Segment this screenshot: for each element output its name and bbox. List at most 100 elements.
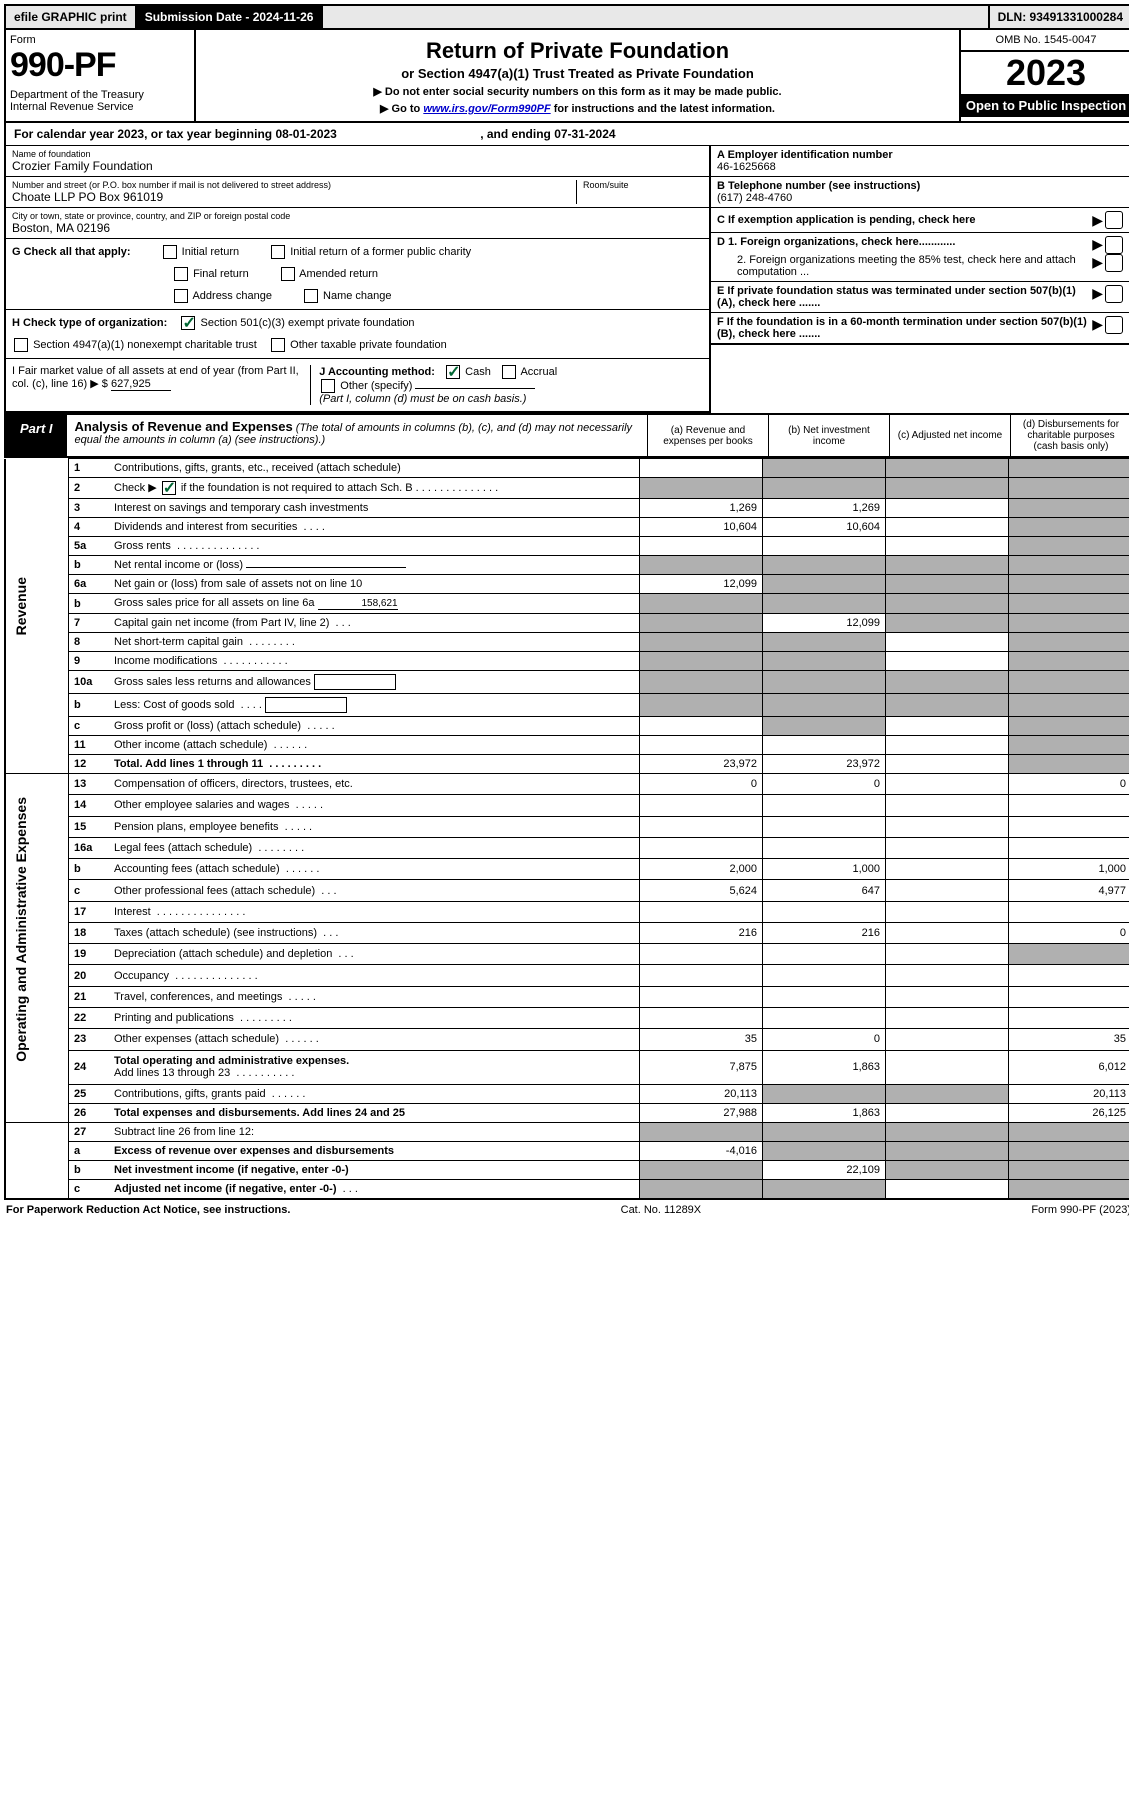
row-27: 27 Subtract line 26 from line 12: [5, 1123, 1129, 1142]
phone-value: (617) 248-4760 [717, 192, 792, 204]
ein-value: 46-1625668 [717, 161, 776, 173]
dept-label: Department of the Treasury Internal Reve… [10, 89, 190, 113]
row-6a: 6a Net gain or (loss) from sale of asset… [5, 575, 1129, 594]
submission-date: Submission Date - 2024-11-26 [137, 6, 324, 28]
form-title: Return of Private Foundation [202, 38, 953, 64]
row-18: 18 Taxes (attach schedule) (see instruct… [5, 922, 1129, 943]
checkbox-amended[interactable] [281, 267, 295, 281]
col-a-head: (a) Revenue and expenses per books [647, 415, 768, 456]
row-1: Revenue 1 Contributions, gifts, grants, … [5, 459, 1129, 478]
row-13: Operating and Administrative Expenses 13… [5, 774, 1129, 795]
row-23: 23 Other expenses (attach schedule) . . … [5, 1029, 1129, 1050]
row-9: 9 Income modifications . . . . . . . . .… [5, 652, 1129, 671]
checkbox-cash[interactable] [446, 365, 460, 379]
header-center: Return of Private Foundation or Section … [196, 30, 961, 121]
city-cell: City or town, state or province, country… [6, 208, 709, 239]
checkbox-e[interactable] [1105, 285, 1123, 303]
section-c: C If exemption application is pending, c… [711, 208, 1129, 233]
footer-left: For Paperwork Reduction Act Notice, see … [6, 1204, 290, 1216]
section-i-j: I Fair market value of all assets at end… [6, 359, 709, 413]
row-26: 26 Total expenses and disbursements. Add… [5, 1104, 1129, 1123]
header-left: Form 990-PF Department of the Treasury I… [6, 30, 196, 121]
row-22: 22 Printing and publications . . . . . .… [5, 1008, 1129, 1029]
analysis-table: Revenue 1 Contributions, gifts, grants, … [4, 458, 1129, 1200]
row-2: 2 Check ▶ if the foundation is not requi… [5, 478, 1129, 499]
row-15: 15 Pension plans, employee benefits . . … [5, 816, 1129, 837]
checkbox-c[interactable] [1105, 211, 1123, 229]
row-27b: b Net investment income (if negative, en… [5, 1161, 1129, 1180]
row-11: 11 Other income (attach schedule) . . . … [5, 736, 1129, 755]
foundation-name-cell: Name of foundation Crozier Family Founda… [6, 146, 709, 177]
header-right: OMB No. 1545-0047 2023 Open to Public In… [961, 30, 1129, 121]
ein-cell: A Employer identification number 46-1625… [711, 146, 1129, 177]
checkbox-name-change[interactable] [304, 289, 318, 303]
row-7: 7 Capital gain net income (from Part IV,… [5, 614, 1129, 633]
row-19: 19 Depreciation (attach schedule) and de… [5, 944, 1129, 965]
footer-right: Form 990-PF (2023) [1031, 1204, 1129, 1216]
col-b-head: (b) Net investment income [768, 415, 889, 456]
row-8: 8 Net short-term capital gain . . . . . … [5, 633, 1129, 652]
year-begin: 08-01-2023 [275, 127, 336, 141]
section-f: F If the foundation is in a 60-month ter… [711, 313, 1129, 345]
footer: For Paperwork Reduction Act Notice, see … [4, 1200, 1129, 1220]
part1-header: Part I Analysis of Revenue and Expenses … [4, 413, 1129, 458]
row-25: 25 Contributions, gifts, grants paid . .… [5, 1085, 1129, 1104]
row-4: 4 Dividends and interest from securities… [5, 518, 1129, 537]
checkbox-d1[interactable] [1105, 236, 1123, 254]
top-bar: efile GRAPHIC print Submission Date - 20… [4, 4, 1129, 30]
checkbox-d2[interactable] [1105, 254, 1123, 272]
revenue-side-label: Revenue [11, 557, 31, 655]
irs-link[interactable]: www.irs.gov/Form990PF [423, 103, 550, 115]
omb-number: OMB No. 1545-0047 [961, 30, 1129, 52]
checkbox-other-method[interactable] [321, 379, 335, 393]
foundation-name: Crozier Family Foundation [12, 159, 703, 173]
checkbox-501c3[interactable] [181, 316, 195, 330]
checkbox-initial-former[interactable] [271, 245, 285, 259]
section-g: G Check all that apply: Initial return I… [6, 239, 709, 310]
row-5a: 5a Gross rents . . . . . . . . . . . . .… [5, 537, 1129, 556]
phone-cell: B Telephone number (see instructions) (6… [711, 177, 1129, 208]
checkbox-other-taxable[interactable] [271, 338, 285, 352]
row-10c: c Gross profit or (loss) (attach schedul… [5, 717, 1129, 736]
city-value: Boston, MA 02196 [12, 221, 703, 235]
row-24: 24 Total operating and administrative ex… [5, 1050, 1129, 1085]
info-grid: Name of foundation Crozier Family Founda… [4, 146, 1129, 413]
row-5b: b Net rental income or (loss) [5, 556, 1129, 575]
checkbox-initial[interactable] [163, 245, 177, 259]
col-c-head: (c) Adjusted net income [889, 415, 1010, 456]
row-12: 12 Total. Add lines 1 through 11 . . . .… [5, 755, 1129, 774]
calendar-row: For calendar year 2023, or tax year begi… [4, 123, 1129, 146]
row-16b: b Accounting fees (attach schedule) . . … [5, 859, 1129, 880]
checkbox-accrual[interactable] [502, 365, 516, 379]
row-10b: b Less: Cost of goods sold . . . . [5, 694, 1129, 717]
efile-label: efile GRAPHIC print [6, 6, 137, 28]
col-d-head: (d) Disbursements for charitable purpose… [1010, 415, 1129, 456]
row-17: 17 Interest . . . . . . . . . . . . . . … [5, 901, 1129, 922]
checkbox-4947[interactable] [14, 338, 28, 352]
form-number: 990-PF [10, 46, 190, 85]
instr-line-1: ▶ Do not enter social security numbers o… [202, 85, 953, 98]
row-20: 20 Occupancy . . . . . . . . . . . . . . [5, 965, 1129, 986]
section-e: E If private foundation status was termi… [711, 282, 1129, 313]
row-16c: c Other professional fees (attach schedu… [5, 880, 1129, 901]
row-27a: a Excess of revenue over expenses and di… [5, 1142, 1129, 1161]
instr-line-2: ▶ Go to www.irs.gov/Form990PF for instru… [202, 102, 953, 115]
part1-title-cell: Analysis of Revenue and Expenses (The to… [67, 415, 647, 456]
fmv-value: 627,925 [111, 378, 171, 391]
checkbox-address-change[interactable] [174, 289, 188, 303]
row-6b: b Gross sales price for all assets on li… [5, 594, 1129, 614]
row-14: 14 Other employee salaries and wages . .… [5, 795, 1129, 816]
expenses-side-label: Operating and Administrative Expenses [11, 777, 31, 1082]
row-27c: c Adjusted net income (if negative, ente… [5, 1180, 1129, 1200]
form-header: Form 990-PF Department of the Treasury I… [4, 30, 1129, 123]
section-h: H Check type of organization: Section 50… [6, 310, 709, 359]
row-10a: 10a Gross sales less returns and allowan… [5, 671, 1129, 694]
form-subtitle: or Section 4947(a)(1) Trust Treated as P… [202, 66, 953, 81]
address-cell: Number and street (or P.O. box number if… [6, 177, 709, 208]
row-21: 21 Travel, conferences, and meetings . .… [5, 986, 1129, 1007]
form-word: Form [10, 34, 190, 46]
inspection-label: Open to Public Inspection [961, 94, 1129, 117]
checkbox-sch-b[interactable] [162, 481, 176, 495]
checkbox-f[interactable] [1105, 316, 1123, 334]
checkbox-final[interactable] [174, 267, 188, 281]
